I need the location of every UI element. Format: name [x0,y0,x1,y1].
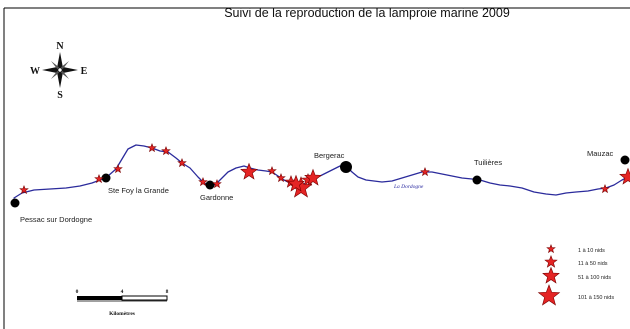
town-tuilieres: Tuilières [472,158,502,185]
legend-label-4: 101 à 150 nids [578,295,614,301]
nest-site-star-icon [212,178,222,189]
nest-site-star-icon [304,168,322,186]
town-dot-icon [101,173,111,183]
town-bergerac: Bergerac [314,151,352,173]
town-dot-icon [620,155,630,165]
nest-site-star-icon [240,162,258,180]
nest-site-star-icon [420,166,430,177]
nest-site-star-icon [276,172,286,183]
town-pessac: Pessac sur Dordogne [10,198,92,224]
nest-site-star-icon [619,167,630,185]
compass-north-label: N [56,41,64,52]
scale-tick-4: 4 [121,289,124,295]
compass-north-point [57,52,63,71]
nest-site-star-icon [19,184,29,195]
legend-star-icon-2 [544,254,558,268]
compass-west-point [42,67,60,73]
legend-label-2: 11 à 50 nids [578,261,608,267]
compass-south-label: S [57,90,63,101]
legend-symbols [537,243,561,306]
scale-unit-label: Kilomètres [109,311,135,317]
compass-center [57,67,63,73]
scale-tick-8: 8 [166,289,169,295]
nest-site-star-icon [600,183,610,194]
scale-bar-segment-1 [77,296,122,300]
town-label-bergerac: Bergerac [314,151,345,160]
compass-east-label: E [81,66,88,77]
town-mauzac: Mauzac [587,149,630,165]
legend-label-1: 1 à 10 nids [578,248,605,254]
town-dot-icon [10,198,20,208]
nest-site-star-icon [94,173,104,184]
town-dot-icon [472,175,482,185]
nest-site-star-icon [177,157,187,168]
town-gardonne: Gardonne [200,180,233,202]
town-label-gardonne: Gardonne [200,193,233,202]
compass-east-point [60,67,78,73]
nest-sites-layer [19,142,630,198]
scale-bar-segment-2 [121,295,168,301]
scale-tick-0: 0 [76,289,79,295]
town-label-tuilieres: Tuilières [474,158,502,167]
town-stefoy: Ste Foy la Grande [101,173,169,195]
nest-site-star-icon [287,174,305,192]
compass-west-label: W [30,66,40,77]
town-label-pessac: Pessac sur Dordogne [20,215,92,224]
nest-site-star-icon [267,165,277,176]
legend-star-icon-1 [546,243,556,254]
scale-bar [77,295,168,302]
compass-rose-icon [42,52,78,88]
legend: 1 à 10 nids 11 à 50 nids 51 à 100 nids 1… [537,243,614,306]
nest-site-star-icon [113,163,123,174]
nest-site-star-icon [147,142,157,153]
map-title: Suivi de la reproduction de la lamproie … [224,6,510,20]
compass-nw-point [51,61,60,70]
town-dot-icon [205,180,215,190]
legend-star-icon-3 [542,266,560,284]
town-dot-icon [340,161,352,173]
compass-se-point [60,70,69,79]
legend-label-3: 51 à 100 nids [578,275,611,281]
compass-south-point [57,69,63,88]
compass-ne-point [60,61,69,70]
compass-sw-point [51,70,60,79]
river-label: La Dordogne [393,184,424,190]
town-label-stefoy: Ste Foy la Grande [108,186,169,195]
nest-site-star-icon [198,176,208,187]
legend-star-icon-4 [537,284,561,306]
nest-site-star-icon [161,145,171,156]
town-label-mauzac: Mauzac [587,149,614,158]
